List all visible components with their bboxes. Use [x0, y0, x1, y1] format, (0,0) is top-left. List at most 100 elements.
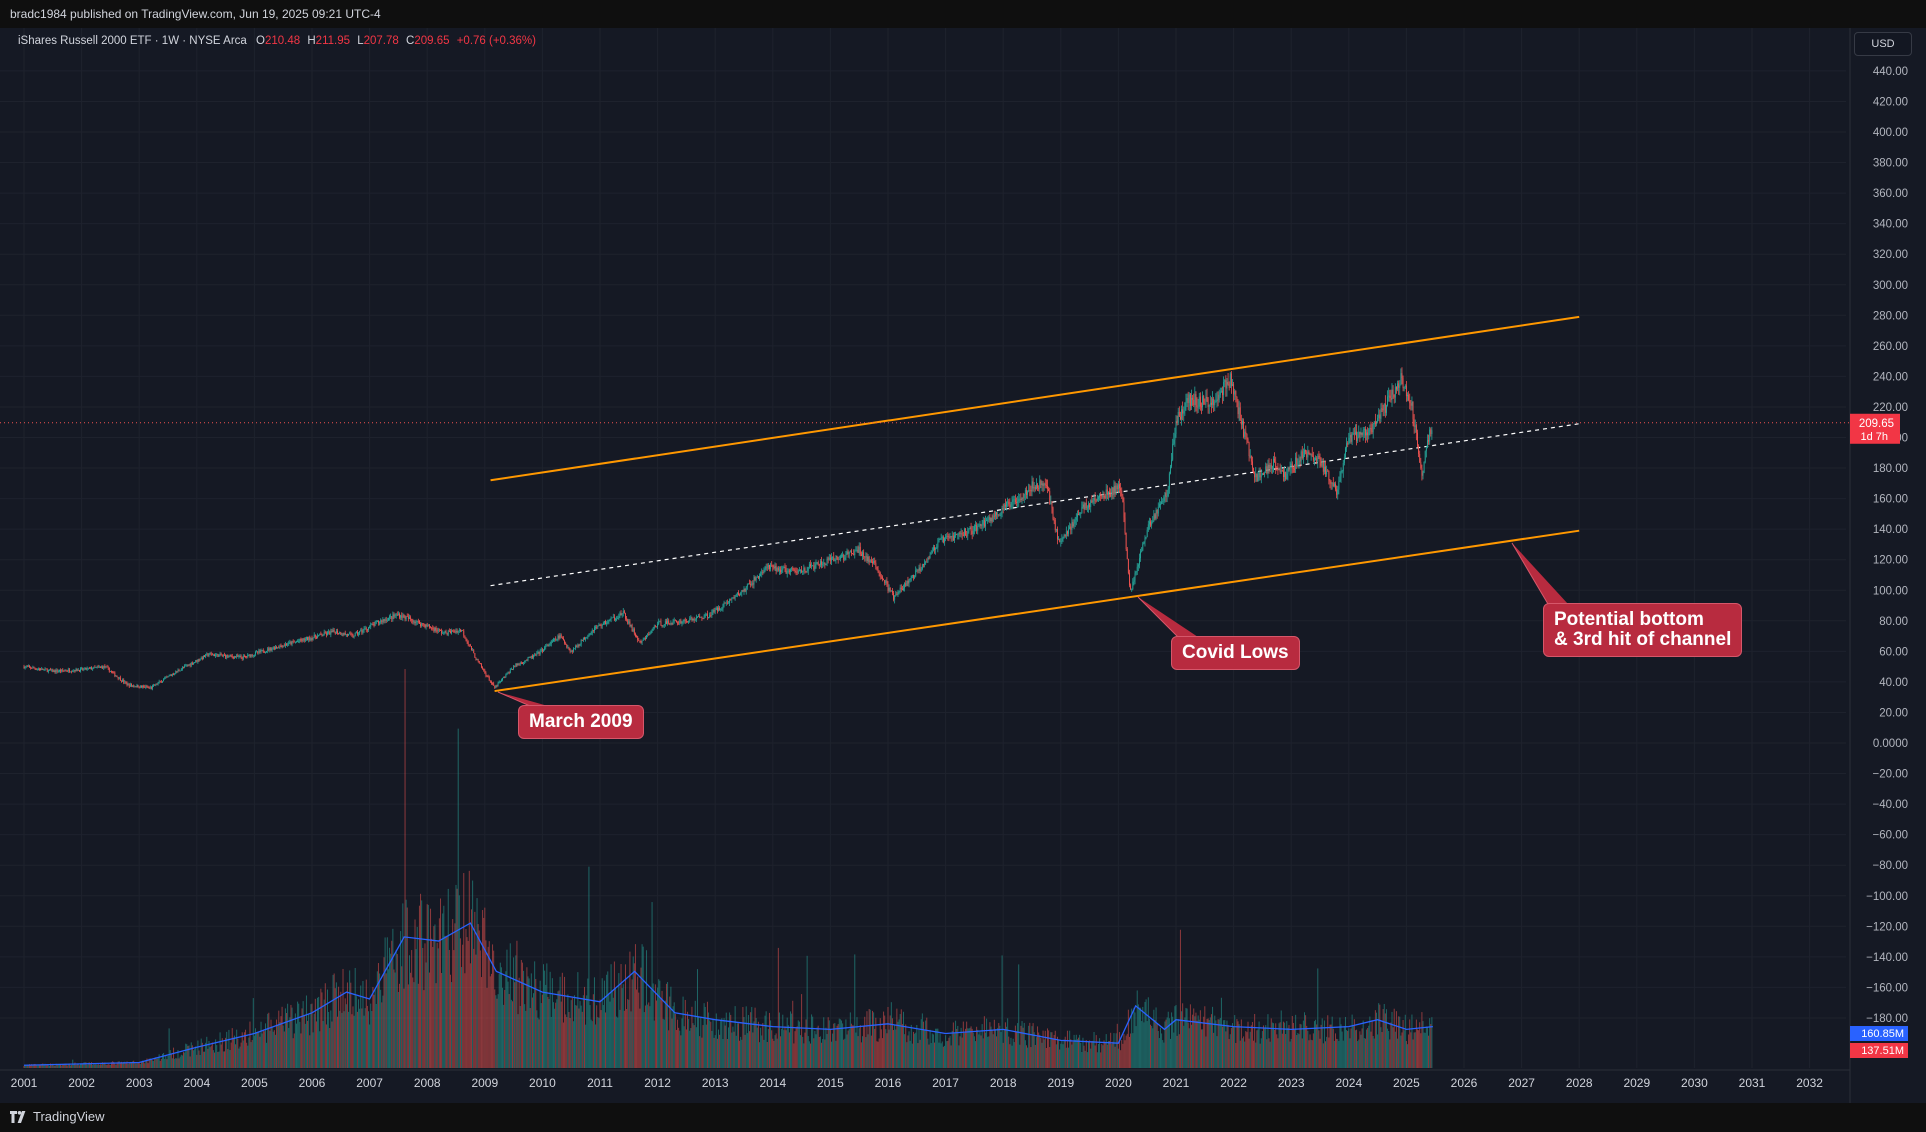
volume-bar: [457, 728, 459, 1068]
candle-body: [1174, 434, 1176, 440]
volume-bar: [561, 972, 563, 1068]
candle-body: [716, 607, 718, 611]
volume-bar: [692, 1023, 694, 1068]
volume-bar: [328, 1011, 330, 1068]
volume-bar: [1045, 1047, 1047, 1068]
volume-bar: [652, 983, 654, 1068]
volume-bar: [257, 1032, 259, 1068]
candle-body: [253, 654, 255, 656]
volume-bar: [438, 918, 440, 1068]
candle-body: [493, 683, 495, 686]
volume-bar: [274, 1034, 276, 1068]
volume-bar: [822, 1039, 824, 1068]
volume-bar: [1270, 1018, 1272, 1068]
currency-button[interactable]: USD: [1854, 32, 1912, 56]
volume-bar: [290, 1004, 292, 1068]
volume-bar: [901, 1024, 903, 1068]
chart-frame[interactable]: [0, 28, 1926, 1103]
volume-bar: [82, 1063, 84, 1068]
volume-bar: [921, 1013, 923, 1068]
candle-body: [216, 653, 218, 655]
annotation-covid-lows[interactable]: Covid Lows: [1171, 636, 1300, 670]
candle-body: [680, 620, 682, 624]
volume-bar: [1171, 1012, 1173, 1068]
volume-bar: [591, 1021, 593, 1068]
annotation-potential-bottom[interactable]: Potential bottom & 3rd hit of channel: [1543, 603, 1743, 657]
volume-bar: [537, 1017, 539, 1068]
x-tick-label: 2005: [241, 1076, 268, 1090]
candle-body: [346, 634, 348, 636]
volume-bar: [1282, 1021, 1284, 1068]
symbol-title[interactable]: iShares Russell 2000 ETF · 1W · NYSE Arc…: [18, 35, 247, 47]
candle-body: [909, 578, 911, 581]
candle-body: [98, 666, 100, 668]
candle-body: [514, 666, 516, 668]
volume-bar: [223, 1051, 225, 1068]
volume-bar: [688, 1018, 690, 1068]
candle-body: [412, 620, 414, 623]
volume-bar: [453, 950, 455, 1068]
candle-body: [859, 546, 861, 555]
candle-body: [1392, 389, 1394, 395]
candle-body: [498, 682, 500, 684]
candle-body: [246, 656, 248, 658]
candle-body: [852, 553, 854, 555]
candle-body: [876, 566, 878, 569]
volume-bar: [622, 984, 624, 1068]
x-tick-label: 2014: [759, 1076, 786, 1090]
candle-body: [30, 666, 32, 669]
candle-body: [1390, 398, 1392, 400]
volume-bar: [1010, 1037, 1012, 1068]
candle-body: [363, 628, 365, 631]
candle-body: [252, 655, 254, 657]
tradingview-logo[interactable]: TradingView: [10, 1109, 105, 1124]
volume-bar: [157, 1058, 159, 1068]
volume-bar: [957, 1025, 959, 1068]
candle-body: [1151, 522, 1153, 526]
candle-body: [361, 630, 363, 633]
candle-body: [1389, 395, 1391, 399]
candle-body: [308, 636, 310, 641]
candle-body: [1047, 485, 1048, 489]
volume-bar: [449, 974, 451, 1068]
candle-body: [1379, 414, 1381, 419]
candle-body: [1256, 473, 1258, 482]
volume-bar: [514, 982, 516, 1068]
x-tick-label: 2009: [471, 1076, 498, 1090]
candle-body: [97, 666, 99, 668]
volume-bar: [1400, 1035, 1402, 1068]
candle-body: [349, 633, 351, 635]
volume-bar: [660, 998, 662, 1068]
candle-body: [354, 632, 356, 637]
candle-body: [1247, 438, 1249, 443]
candle-body: [673, 620, 675, 622]
candle-body: [107, 667, 109, 669]
annotation-march-2009[interactable]: March 2009: [518, 705, 644, 739]
volume-bar: [1004, 1022, 1006, 1068]
candle-body: [148, 687, 150, 689]
volume-bar: [237, 1038, 239, 1068]
volume-bar: [1350, 1028, 1352, 1068]
candle-body: [598, 625, 600, 626]
candle-body: [232, 656, 234, 659]
volume-bar: [458, 895, 460, 1068]
candle-body: [701, 617, 703, 619]
volume-bar: [1136, 990, 1138, 1068]
volume-bar: [56, 1064, 58, 1068]
y-tick-label: 400.00: [1873, 127, 1908, 139]
volume-bar: [636, 989, 638, 1068]
volume-bar: [1295, 1014, 1297, 1068]
candle-body: [1112, 487, 1114, 495]
volume-bar: [915, 1032, 917, 1068]
volume-bar: [412, 977, 414, 1068]
volume-bar: [1080, 1042, 1082, 1068]
volume-bar: [462, 944, 464, 1068]
volume-bar: [1288, 1025, 1290, 1068]
candle-body: [171, 674, 173, 676]
candle-body: [1153, 514, 1155, 521]
volume-bar: [64, 1063, 66, 1068]
volume-bar: [119, 1062, 121, 1068]
candle-body: [728, 602, 729, 604]
volume-bar: [333, 973, 335, 1068]
